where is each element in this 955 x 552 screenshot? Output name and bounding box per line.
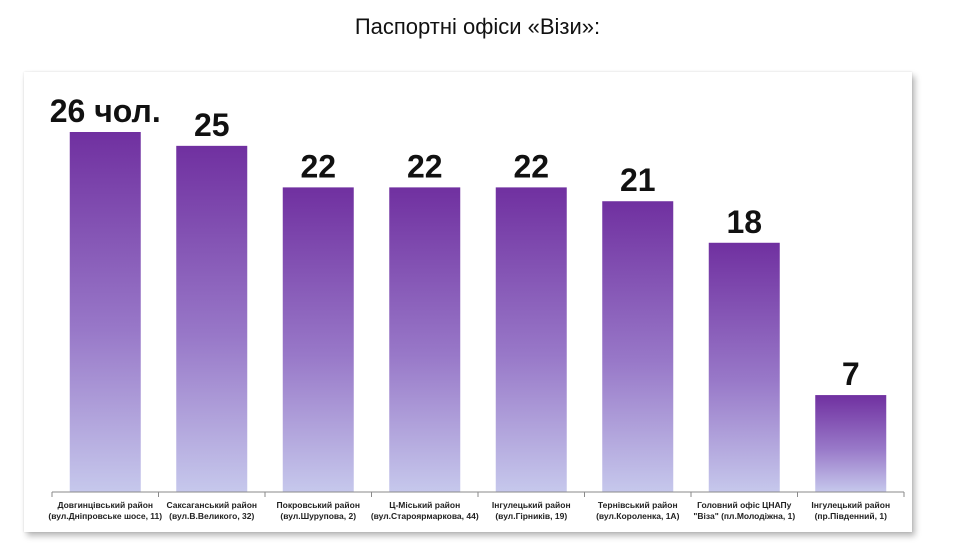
data-label: 22 [513, 148, 549, 184]
category-label: (вул.В.Великого, 32) [169, 511, 254, 521]
category-label: Покровський район [277, 500, 360, 510]
bar [176, 145, 248, 492]
bar [495, 187, 567, 492]
category-label: (вул.Дніпровське шосе, 11) [48, 511, 162, 521]
data-label: 25 [194, 107, 230, 143]
data-label: 7 [842, 356, 860, 392]
data-label: 18 [726, 204, 762, 240]
category-label: (вул.Короленка, 1А) [596, 511, 679, 521]
category-label: (вул.Староярмаркова, 44) [371, 511, 479, 521]
data-label: 22 [407, 148, 443, 184]
category-label: Інгулецький район [492, 500, 571, 510]
category-label: Тернівський район [598, 500, 678, 510]
bar [282, 187, 354, 492]
bar [389, 187, 461, 492]
category-label: Інгулецький район [811, 500, 890, 510]
category-label: Ц-Міський район [389, 500, 460, 510]
chart-title: Паспортні офіси «Візи»: [354, 14, 601, 39]
data-label: 26 чол. [50, 93, 161, 129]
category-label: (пр.Південний, 1) [815, 511, 888, 521]
bar-chart: 26 чол. 25 22 22 22 21 18 7 Довгинцівський райо… [48, 93, 905, 521]
bar [708, 242, 780, 492]
category-label: (вул.Шурупова, 2) [280, 511, 356, 521]
category-label: (вул.Гірників, 19) [495, 511, 567, 521]
bar [815, 395, 887, 492]
category-label: "Віза" (пл.Молодіжна, 1) [693, 511, 795, 521]
data-label: 21 [620, 162, 656, 198]
bar [602, 201, 674, 492]
category-label: Довгинцівський район [57, 500, 153, 510]
chart-panel: 26 чол. 25 22 22 22 21 18 7 Довгинцівський райо… [24, 72, 912, 532]
category-label: Саксаганський район [166, 500, 257, 510]
bar [69, 132, 141, 492]
data-label: 22 [300, 148, 336, 184]
category-label: Головний офіс ЦНАПу [697, 500, 792, 510]
